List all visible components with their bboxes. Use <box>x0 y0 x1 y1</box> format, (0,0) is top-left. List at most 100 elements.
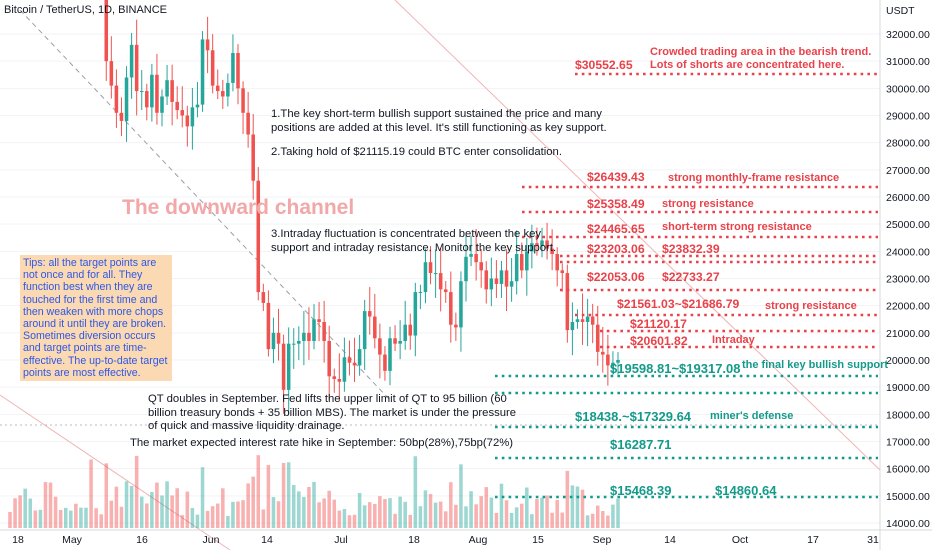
volume-bar <box>423 490 428 528</box>
volume-bar <box>246 483 250 528</box>
volume-bar <box>332 499 337 528</box>
volume-bar <box>413 456 418 528</box>
candle-body <box>327 340 331 377</box>
level-18438-desc: miner's defense <box>710 410 794 422</box>
volume-bar <box>165 481 169 528</box>
candle-body <box>190 107 195 127</box>
candle-body <box>540 240 544 246</box>
volume-bar <box>231 501 235 528</box>
volume-bar <box>484 487 489 528</box>
volume-bar <box>418 506 423 528</box>
price-tick-label: 29000.00 <box>886 111 930 123</box>
candle-body <box>205 39 210 51</box>
volume-bar <box>443 511 448 528</box>
volume-bar <box>378 496 382 528</box>
candle-body <box>616 360 620 363</box>
candle-body <box>469 254 473 257</box>
volume-bar <box>595 505 600 528</box>
tips-box: Tips: all the target points are not once… <box>20 255 172 382</box>
volume-bar <box>317 502 321 528</box>
volume-bar <box>124 481 129 528</box>
volume-bar <box>18 495 22 528</box>
candle-body <box>241 88 245 113</box>
time-tick-label: 18 <box>408 534 420 546</box>
candle-body <box>585 316 590 322</box>
volume-bar <box>337 510 342 528</box>
level-23203-label: $23203.06 <box>587 242 645 256</box>
candle-body <box>464 256 468 282</box>
candle-body <box>373 316 377 339</box>
note-3: 3.Intraday fluctuation is concentrated b… <box>271 228 556 255</box>
volume-bar <box>383 499 387 528</box>
volume-bar <box>175 488 179 528</box>
volume-bar <box>373 503 377 528</box>
volume-bar <box>160 495 164 528</box>
candle-body <box>261 292 266 303</box>
volume-bar <box>139 496 144 528</box>
volume-bar <box>129 485 134 528</box>
candle-body <box>408 324 413 336</box>
volume-bar <box>43 482 48 528</box>
crowded-area-note: Crowded trading area in the bearish tren… <box>650 46 871 71</box>
volume-bar <box>226 515 230 528</box>
volume-bar <box>545 495 549 528</box>
candle-body <box>165 80 169 97</box>
candle-body <box>246 112 250 135</box>
volume-bar <box>601 510 605 528</box>
note-3-line-1: 3.Intraday fluctuation is concentrated b… <box>271 228 542 240</box>
price-tick-label: 26000.00 <box>886 192 930 204</box>
volume-bar <box>53 496 58 528</box>
candle-body <box>352 362 357 366</box>
qt-note-line-2: billion treasury bonds + 35 billion MBS)… <box>148 406 517 419</box>
candle-body <box>210 50 215 86</box>
level-14860-label: $14860.64 <box>715 483 777 498</box>
crowded-area-line-2: Lots of shorts are concentrated here. <box>650 58 845 71</box>
candle-body <box>251 134 255 181</box>
volume-bar <box>74 503 78 528</box>
time-tick-label: May <box>62 534 83 546</box>
volume-bar <box>13 498 17 528</box>
candle-body <box>281 343 286 390</box>
volume-bar <box>580 489 585 528</box>
time-tick-label: 18 <box>12 534 24 546</box>
candle-body <box>555 254 559 271</box>
channel-lower-line <box>0 394 231 551</box>
volume-bar <box>170 495 174 528</box>
candle-body <box>357 349 362 366</box>
crowded-area-line-1: Crowded trading area in the bearish tren… <box>650 46 872 58</box>
candle-body <box>104 0 109 62</box>
candle-body <box>226 82 230 97</box>
volume-bar <box>327 490 331 528</box>
level-19598-label: $19598.81~$19317.08 <box>610 361 741 376</box>
price-tick-label: 15000.00 <box>886 491 930 503</box>
candle-body <box>479 262 483 271</box>
volume-bar <box>241 500 245 528</box>
volume-bar <box>119 506 124 528</box>
candle-body <box>160 96 164 113</box>
time-tick-label: 14 <box>664 534 676 546</box>
candle-body <box>200 39 205 105</box>
candle-body <box>383 354 387 371</box>
candle-body <box>545 240 549 249</box>
candle-body <box>150 74 154 108</box>
level-26439-desc: strong monthly-frame resistance <box>668 172 840 184</box>
volume-bar <box>474 504 478 528</box>
price-tick-label: 14000.00 <box>886 518 930 530</box>
volume-bar <box>145 503 149 528</box>
volume-bar <box>550 512 554 528</box>
level-22733-label: $22733.27 <box>662 270 720 284</box>
volume-bar <box>109 500 114 528</box>
candle-body <box>514 254 519 282</box>
volume-bar <box>555 499 559 528</box>
volume-bar <box>438 501 443 528</box>
candle-body <box>215 85 220 92</box>
candle-body <box>454 324 458 328</box>
volume-bar <box>28 498 33 528</box>
volume-bar <box>155 482 159 528</box>
level-25358-desc: strong resistance <box>662 198 754 210</box>
volume-bar <box>69 510 73 528</box>
candle-body <box>109 61 114 86</box>
volume-bar <box>347 515 352 528</box>
candle-body <box>114 85 119 113</box>
